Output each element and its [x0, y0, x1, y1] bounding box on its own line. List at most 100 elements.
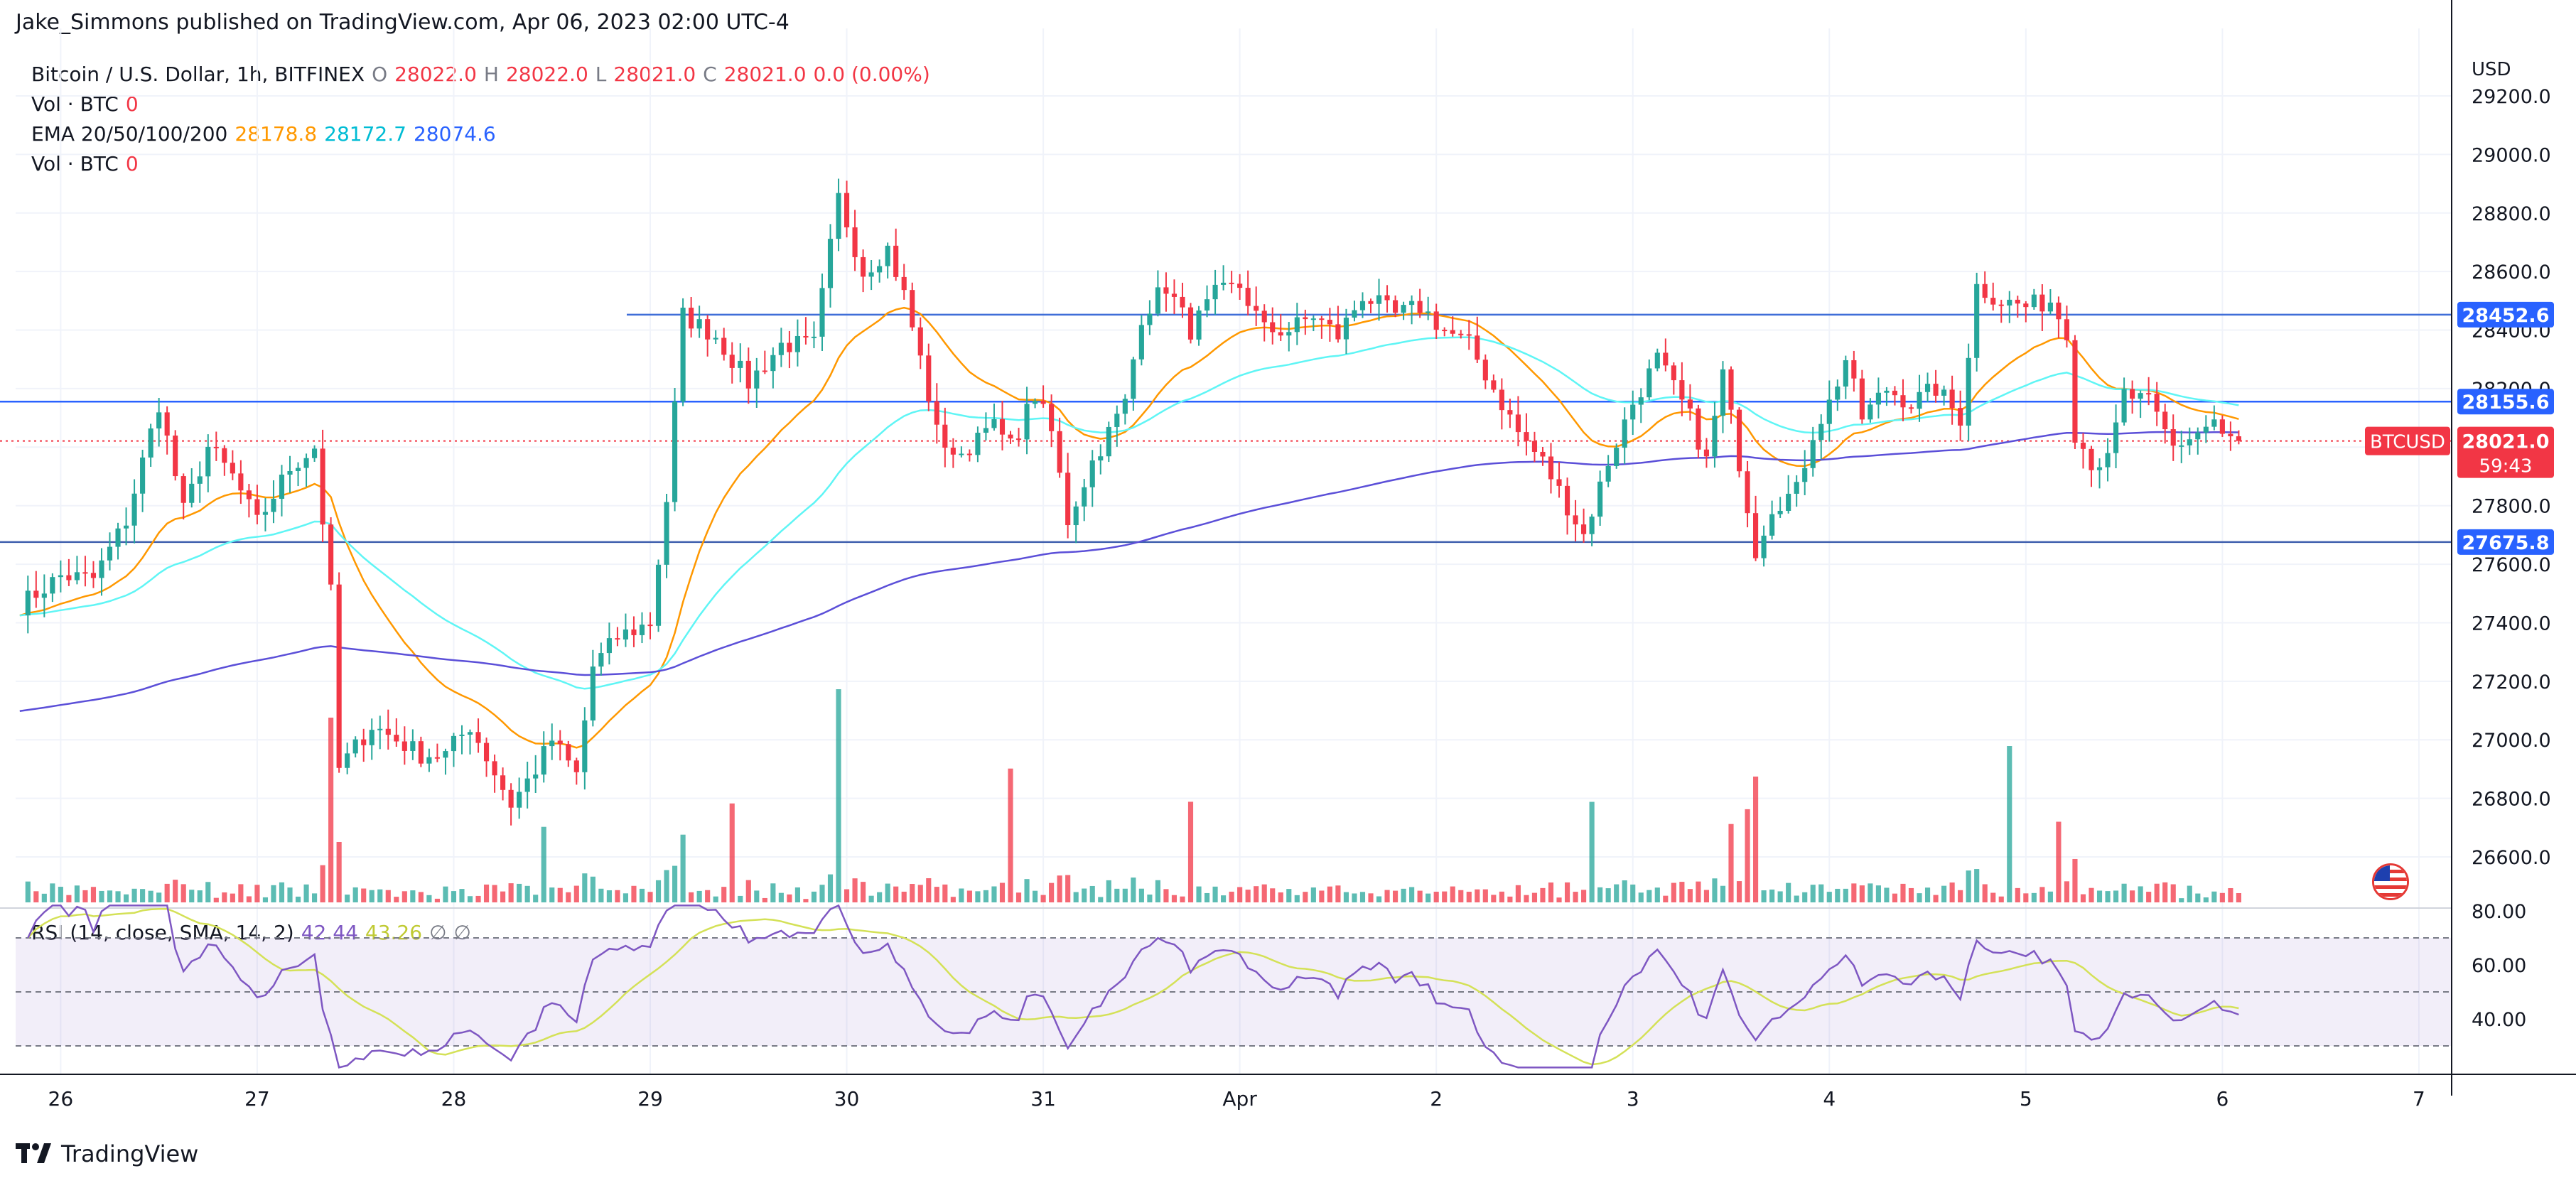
volume-bar — [271, 885, 276, 902]
volume-bar — [1122, 888, 1128, 902]
volume-bar — [664, 870, 669, 902]
candle — [459, 734, 465, 736]
ema-legend[interactable]: EMA 20/50/100/200 28178.8 28172.7 28074.6 — [31, 122, 496, 146]
volume-bar — [1540, 887, 1546, 902]
tradingview-brand[interactable]: TradingView — [16, 1140, 198, 1167]
candle — [74, 572, 80, 580]
volume-bar — [115, 891, 121, 902]
volume-bar — [934, 887, 939, 902]
volume-bar — [1359, 892, 1366, 902]
volume-bar — [901, 891, 907, 902]
volume-bar — [2121, 883, 2127, 902]
volume-bar — [2228, 887, 2233, 902]
candle — [173, 436, 178, 477]
volume-bar — [352, 887, 358, 902]
candle — [647, 625, 653, 627]
price-tick-label: 26600.0 — [2472, 847, 2551, 869]
candle — [893, 245, 899, 277]
candle — [803, 335, 809, 338]
volume-bar — [975, 891, 981, 902]
volume-legend-2[interactable]: Vol · BTC 0 — [31, 152, 139, 176]
candle — [1826, 399, 1832, 424]
volume-bar — [2179, 898, 2184, 902]
volume-bar — [1581, 890, 1587, 902]
rsi-legend[interactable]: RSI (14, close, SMA, 14, 2) 42.44 43.26 ∅ ∅ — [31, 921, 471, 944]
volume-bar — [1229, 891, 1234, 902]
volume-bar — [1696, 881, 1701, 902]
candle — [369, 730, 374, 745]
candle — [222, 448, 227, 463]
volume-bar — [852, 878, 858, 902]
candle — [1990, 298, 1996, 305]
candle — [213, 446, 219, 448]
volume-bar — [615, 890, 620, 902]
candle — [1752, 513, 1759, 558]
candle — [1908, 407, 1914, 409]
volume-bar — [1900, 883, 1906, 902]
volume-bar — [655, 880, 662, 902]
time-tick-label: Apr — [1222, 1087, 1257, 1111]
volume-bar — [1728, 824, 1734, 902]
volume-bar — [1303, 892, 1308, 902]
candle — [582, 720, 588, 772]
candle — [1270, 322, 1276, 333]
us-flag-icon[interactable] — [2372, 863, 2409, 900]
candle — [1933, 384, 1939, 396]
volume-bar — [1868, 883, 1873, 902]
candle — [1491, 380, 1497, 390]
volume-bar — [2023, 893, 2029, 902]
candle — [205, 446, 211, 477]
candle — [1343, 318, 1349, 340]
candle — [1196, 310, 1202, 340]
grid-lines — [16, 28, 2452, 1074]
candle — [1442, 330, 1448, 332]
volume-bar — [2146, 892, 2152, 902]
candle — [1114, 414, 1120, 427]
candle — [1393, 300, 1399, 313]
candle — [926, 355, 932, 401]
candle — [852, 227, 858, 257]
volume-bar — [443, 886, 448, 902]
volume-bar — [107, 890, 113, 902]
candle — [1786, 493, 1791, 511]
candle — [975, 433, 981, 455]
rsi-sma-line — [27, 907, 2239, 1066]
volume-bar — [877, 892, 883, 902]
candle — [99, 560, 104, 578]
candle — [844, 193, 850, 227]
volume-bar — [1548, 882, 1554, 902]
volume-bar — [1589, 801, 1595, 902]
level-tag — [2457, 301, 2554, 328]
time-tick-label: 27 — [244, 1087, 270, 1111]
candle — [1180, 296, 1185, 308]
volume-bar — [738, 895, 743, 902]
rsi-background — [0, 907, 2452, 1047]
candle — [1564, 485, 1570, 516]
volume-bar — [836, 689, 841, 902]
candle — [1687, 399, 1693, 409]
volume-bar — [508, 883, 514, 902]
volume-bar — [1466, 892, 1472, 902]
candle — [1556, 479, 1562, 486]
candle — [745, 360, 751, 389]
change-value: 0.0 (0.00%) — [813, 63, 930, 86]
candle — [140, 457, 146, 494]
symbol-name[interactable]: Bitcoin / U.S. Dollar, 1h, BITFINEX — [31, 63, 365, 86]
volume-bar — [1212, 886, 1218, 902]
candle — [1401, 305, 1406, 313]
candle — [1515, 414, 1521, 433]
candle — [1868, 404, 1873, 420]
candle — [1728, 369, 1734, 410]
volume-bar — [1417, 890, 1423, 902]
candle — [1524, 432, 1529, 441]
candle — [2047, 302, 2053, 312]
volume-bar — [2096, 890, 2103, 902]
volume-bar — [1335, 885, 1341, 902]
volume-bar — [1254, 886, 1259, 902]
volume-bar — [2195, 893, 2201, 902]
volume-bar — [1859, 885, 1865, 902]
candle — [345, 753, 350, 768]
volume-bar — [1237, 887, 1243, 902]
candle — [483, 742, 490, 762]
